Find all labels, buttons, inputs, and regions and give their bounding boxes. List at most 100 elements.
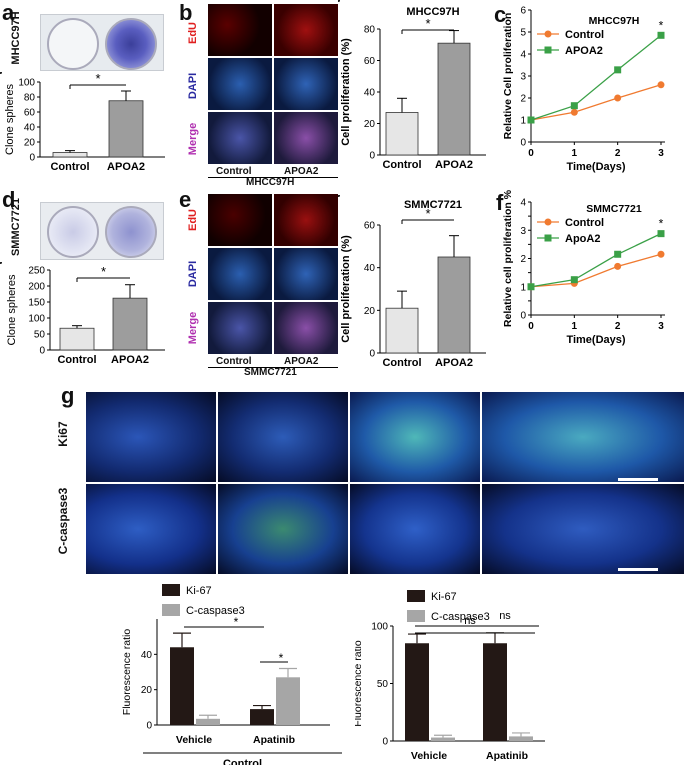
bar-apoa2 bbox=[437, 42, 471, 156]
data-point bbox=[0, 262, 2, 264]
legend-label: APOA2 bbox=[565, 45, 603, 57]
y-tick-label: 3 bbox=[520, 226, 526, 237]
sig-marker: * bbox=[659, 18, 664, 32]
row-label-ki67: Ki67 bbox=[56, 421, 70, 447]
caption-rule-b bbox=[208, 177, 338, 178]
micro-edu-apoa2 bbox=[274, 4, 338, 56]
y-tick-label: 50 bbox=[34, 330, 46, 341]
x-tick-label: 2 bbox=[615, 321, 621, 332]
bar-apoa2 bbox=[112, 297, 148, 351]
y-tick-label: 100 bbox=[18, 78, 35, 89]
y-tick-label: 2 bbox=[520, 254, 526, 265]
micro-dapi-apoa2 bbox=[274, 58, 338, 110]
micro-edu-control-e bbox=[208, 194, 272, 246]
series-point bbox=[570, 276, 578, 284]
y-axis-label: Fluorescence ratio bbox=[355, 640, 364, 727]
y-tick-label: 150 bbox=[28, 298, 45, 309]
x-tick-label: 0 bbox=[528, 148, 534, 159]
x-tick-label: 3 bbox=[658, 321, 664, 332]
row-label-ccaspase3: C-caspase3 bbox=[56, 487, 70, 555]
y-axis-label: Relative Cell proliferation bbox=[502, 13, 514, 140]
y-tick-label: 0 bbox=[382, 737, 388, 748]
sig-marker: ns bbox=[464, 615, 476, 627]
x-axis-label: Time(Days) bbox=[566, 161, 625, 173]
series-line-apoa2 bbox=[530, 34, 662, 121]
y-tick-label: 0 bbox=[369, 349, 375, 360]
series-point bbox=[657, 81, 665, 89]
legend-marker bbox=[544, 234, 552, 242]
bar-control bbox=[59, 327, 95, 351]
legend-label: Control bbox=[565, 217, 604, 229]
sig-marker: * bbox=[95, 72, 100, 86]
micro-merge-control bbox=[208, 112, 272, 164]
series-line-control bbox=[530, 253, 662, 288]
y-axis-label: Fluorescence ratio bbox=[121, 629, 133, 716]
caption-b: MHCC97H bbox=[246, 177, 295, 188]
y-tick-label: 40 bbox=[24, 123, 36, 134]
micro-merge-control-e bbox=[208, 302, 272, 354]
imaging-grid-b: EdU DAPI Merge Control APOA2 MHCC97H bbox=[187, 2, 346, 188]
bar-c-caspase3 bbox=[196, 718, 220, 725]
imaging-grid-e: EdU DAPI Merge Control APOA2 SMMC7721 bbox=[187, 192, 346, 378]
series-line-control bbox=[530, 84, 662, 121]
col-label-control-e: Control bbox=[216, 356, 252, 367]
y-axis-label: Cell proliferation (%) bbox=[340, 38, 352, 146]
y-tick-label: 80 bbox=[364, 25, 376, 36]
chart-f: 0 1 2 3 4 0 1 2 3 Control ApoA2 * SMMC7721 Time(Days)… bbox=[502, 190, 665, 346]
y-tick-label: 100 bbox=[371, 622, 388, 633]
x-tick-label: APOA2 bbox=[107, 161, 145, 173]
cell-line-label-d: SMMC7721 bbox=[10, 197, 22, 257]
x-tick-label: APOA2 bbox=[435, 357, 473, 369]
bar-ki-67 bbox=[483, 643, 507, 741]
legend-marker bbox=[544, 30, 552, 38]
y-tick-label: 50 bbox=[377, 679, 389, 690]
legend-swatch bbox=[407, 590, 425, 602]
panel-label-c: c bbox=[494, 2, 507, 27]
y-axis-label: Clone spheres bbox=[4, 84, 16, 155]
legend-marker bbox=[544, 46, 552, 54]
col-label-control-b: Control bbox=[216, 166, 252, 177]
panel-label-d: d bbox=[2, 187, 16, 212]
caption-e: SMMC7721 bbox=[244, 367, 297, 378]
tissue-casp-3 bbox=[350, 484, 480, 574]
bar-ki-67 bbox=[405, 643, 429, 741]
row-label-edu-e: EdU bbox=[187, 209, 199, 231]
row-label-dapi: DAPI bbox=[187, 72, 199, 100]
row-label-merge: Merge bbox=[187, 122, 199, 156]
scale-bar-ki67 bbox=[618, 478, 658, 481]
tissue-casp-4 bbox=[482, 484, 684, 574]
group-label: Control bbox=[223, 758, 262, 765]
legend-label: ApoA2 bbox=[565, 233, 600, 245]
series-line-apoa2 bbox=[530, 233, 662, 288]
y-axis-label: Clone spheres bbox=[6, 274, 18, 345]
bar-ki-67 bbox=[170, 647, 194, 725]
x-tick-label: 1 bbox=[572, 148, 578, 159]
series-point bbox=[527, 116, 535, 124]
legend-label: Ki-67 bbox=[186, 585, 212, 597]
row-label-merge-e: Merge bbox=[187, 311, 199, 345]
y-tick-label: 60 bbox=[24, 108, 36, 119]
chart-title: MHCC97H bbox=[406, 6, 459, 18]
chart-title: SMMC7721 bbox=[586, 203, 642, 215]
micro-merge-apoa2-e bbox=[274, 302, 338, 354]
row-label-dapi-e: DAPI bbox=[187, 260, 199, 288]
y-tick-label: 1 bbox=[520, 282, 526, 293]
x-tick-label: Control bbox=[382, 357, 421, 369]
panel-label-e: e bbox=[179, 187, 192, 212]
caption-rule-e bbox=[208, 367, 338, 368]
series-point bbox=[657, 250, 665, 258]
bar-apoa2 bbox=[108, 100, 144, 158]
series-point bbox=[570, 102, 578, 110]
y-axis-label: Relative cell proliferation % bbox=[502, 190, 514, 327]
sig-marker: * bbox=[279, 651, 284, 665]
y-tick-label: 20 bbox=[141, 685, 153, 696]
y-tick-label: 4 bbox=[520, 50, 526, 61]
y-tick-label: 0 bbox=[369, 151, 375, 162]
y-tick-label: 40 bbox=[364, 88, 376, 99]
y-tick-label: 200 bbox=[28, 282, 45, 293]
y-tick-label: 5 bbox=[520, 28, 526, 39]
micro-dapi-apoa2-e bbox=[274, 248, 338, 300]
y-tick-label: 20 bbox=[24, 138, 36, 149]
